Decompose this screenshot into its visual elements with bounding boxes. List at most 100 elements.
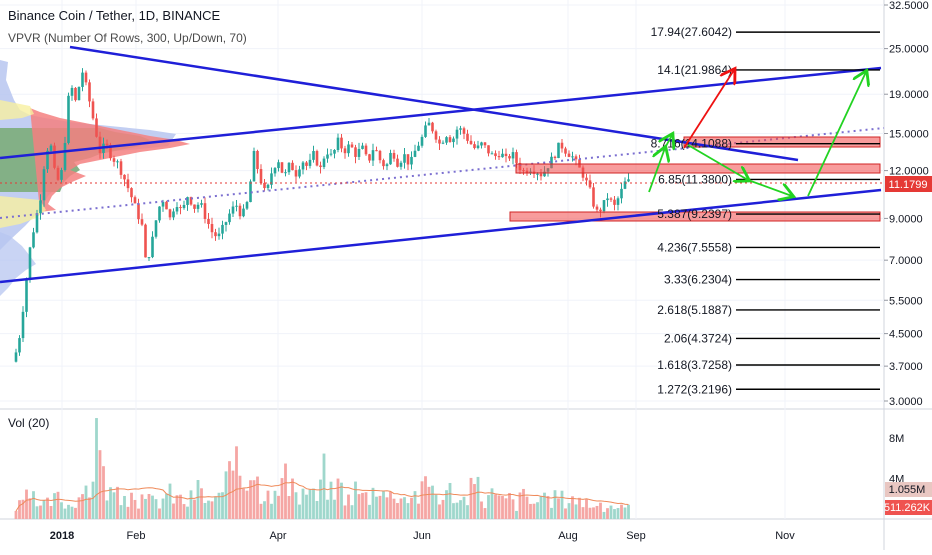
volume-bar-down xyxy=(77,497,81,519)
candle-up xyxy=(623,181,627,189)
volume-bar-up xyxy=(445,490,448,519)
candle-down xyxy=(553,156,557,159)
volume-bar-up xyxy=(515,510,518,519)
candle-up xyxy=(147,257,151,259)
candle-up xyxy=(571,156,574,158)
candle-down xyxy=(438,139,441,144)
volume-bar-down xyxy=(620,504,623,519)
candle-up xyxy=(543,171,546,177)
candle-up xyxy=(39,200,42,214)
green-arrow-up-2[interactable] xyxy=(665,135,672,148)
projection-arrows[interactable] xyxy=(648,70,866,197)
candle-down xyxy=(95,118,98,137)
volume-bar-down xyxy=(417,503,420,519)
volume-bar-down xyxy=(172,503,175,519)
candle-up xyxy=(490,153,494,155)
volume-bar-up xyxy=(536,502,539,519)
green-arrow-up-3[interactable] xyxy=(807,72,866,197)
y-tick-label: 4.5000 xyxy=(889,329,923,341)
candle-up xyxy=(452,138,455,143)
lower-channel-line[interactable] xyxy=(0,188,882,284)
candle-down xyxy=(396,158,399,167)
candle-down xyxy=(473,144,476,149)
volume-bar-down xyxy=(420,481,424,519)
volume-bar-down xyxy=(592,507,595,519)
volume-bar-up xyxy=(154,499,158,519)
candle-down xyxy=(319,165,322,168)
candle-down xyxy=(487,145,490,154)
x-tick-label: 2018 xyxy=(50,530,74,542)
volume-bar-down xyxy=(46,497,49,519)
candle-down xyxy=(168,209,172,218)
volume-bar-down xyxy=(130,492,133,519)
vpvr-indicator-label[interactable]: VPVR (Number Of Rows, 300, Up/Down, 70) xyxy=(8,31,247,45)
volume-bar-up xyxy=(273,490,277,519)
candle-down xyxy=(483,142,487,146)
candle-up xyxy=(298,169,301,177)
volume-bar-up xyxy=(406,503,410,519)
fib-label: 5.387(9.2397) xyxy=(657,207,732,221)
candle-down xyxy=(84,72,88,83)
volume-bar-up xyxy=(109,487,112,519)
candle-up xyxy=(399,162,403,167)
volume-bar-up xyxy=(305,494,308,519)
volume-bar-up xyxy=(382,491,385,519)
candle-up xyxy=(182,204,186,208)
dotted-trend-line[interactable] xyxy=(0,127,885,219)
volume-bar-up xyxy=(42,500,46,519)
volume-indicator-label[interactable]: Vol (20) xyxy=(8,416,50,430)
zone-9[interactable] xyxy=(509,211,881,222)
candle-down xyxy=(305,162,308,166)
candle-up xyxy=(200,203,203,205)
candle-down xyxy=(354,147,357,157)
candle-up xyxy=(501,153,504,158)
volume-bar-up xyxy=(298,504,301,519)
volume-bar-down xyxy=(238,475,242,519)
price-axis[interactable]: 32.5000 25.0000 19.0000 15.0000 12.0000 9.000… xyxy=(884,0,929,408)
volume-bar-down xyxy=(277,495,280,519)
candlestick-series xyxy=(14,68,630,363)
volume-bar-up xyxy=(340,482,343,519)
descending-trend-line[interactable] xyxy=(69,45,799,162)
volume-bar-up xyxy=(354,481,357,519)
chart-title[interactable]: Binance Coin / Tether, 1D, BINANCE xyxy=(8,8,221,23)
volume-bar-down xyxy=(396,503,399,519)
zone-12[interactable] xyxy=(515,163,881,174)
fib-label: 2.618(5.1887) xyxy=(657,303,732,317)
volume-bar-up xyxy=(151,495,154,519)
volume-bar-down xyxy=(235,446,238,519)
volume-bar-up xyxy=(186,506,189,519)
volume-bar-down xyxy=(287,496,291,519)
green-arrow-down-1[interactable] xyxy=(687,144,748,180)
candle-up xyxy=(480,142,483,146)
volume-bar-down xyxy=(252,480,256,519)
volume-bar-up xyxy=(459,500,462,519)
candle-down xyxy=(466,133,469,141)
volume-bar-down xyxy=(137,508,140,519)
candle-down xyxy=(340,137,343,149)
candle-down xyxy=(193,204,196,209)
candle-down xyxy=(539,173,543,177)
volume-bar-down xyxy=(504,498,508,519)
volume-bar-up xyxy=(434,494,438,519)
candle-up xyxy=(245,202,249,209)
volume-bar-up xyxy=(623,507,627,519)
candle-up xyxy=(417,145,420,151)
candle-down xyxy=(382,160,385,167)
volume-bar-up xyxy=(53,493,56,519)
red-arrow-up[interactable] xyxy=(683,70,734,149)
volume-bar-up xyxy=(119,505,123,519)
volume-bar-down xyxy=(585,499,588,519)
volume-bar-up xyxy=(476,476,480,519)
volume-bar-up xyxy=(413,491,417,519)
candle-up xyxy=(14,352,18,362)
candle-down xyxy=(105,143,109,145)
green-arrow-up-1[interactable] xyxy=(648,148,665,193)
candle-down xyxy=(294,170,298,177)
time-axis[interactable]: 2018 Feb Apr Jun Aug Sep Nov xyxy=(50,530,796,542)
green-arrow-down-2[interactable] xyxy=(747,179,792,196)
candle-up xyxy=(175,207,179,212)
